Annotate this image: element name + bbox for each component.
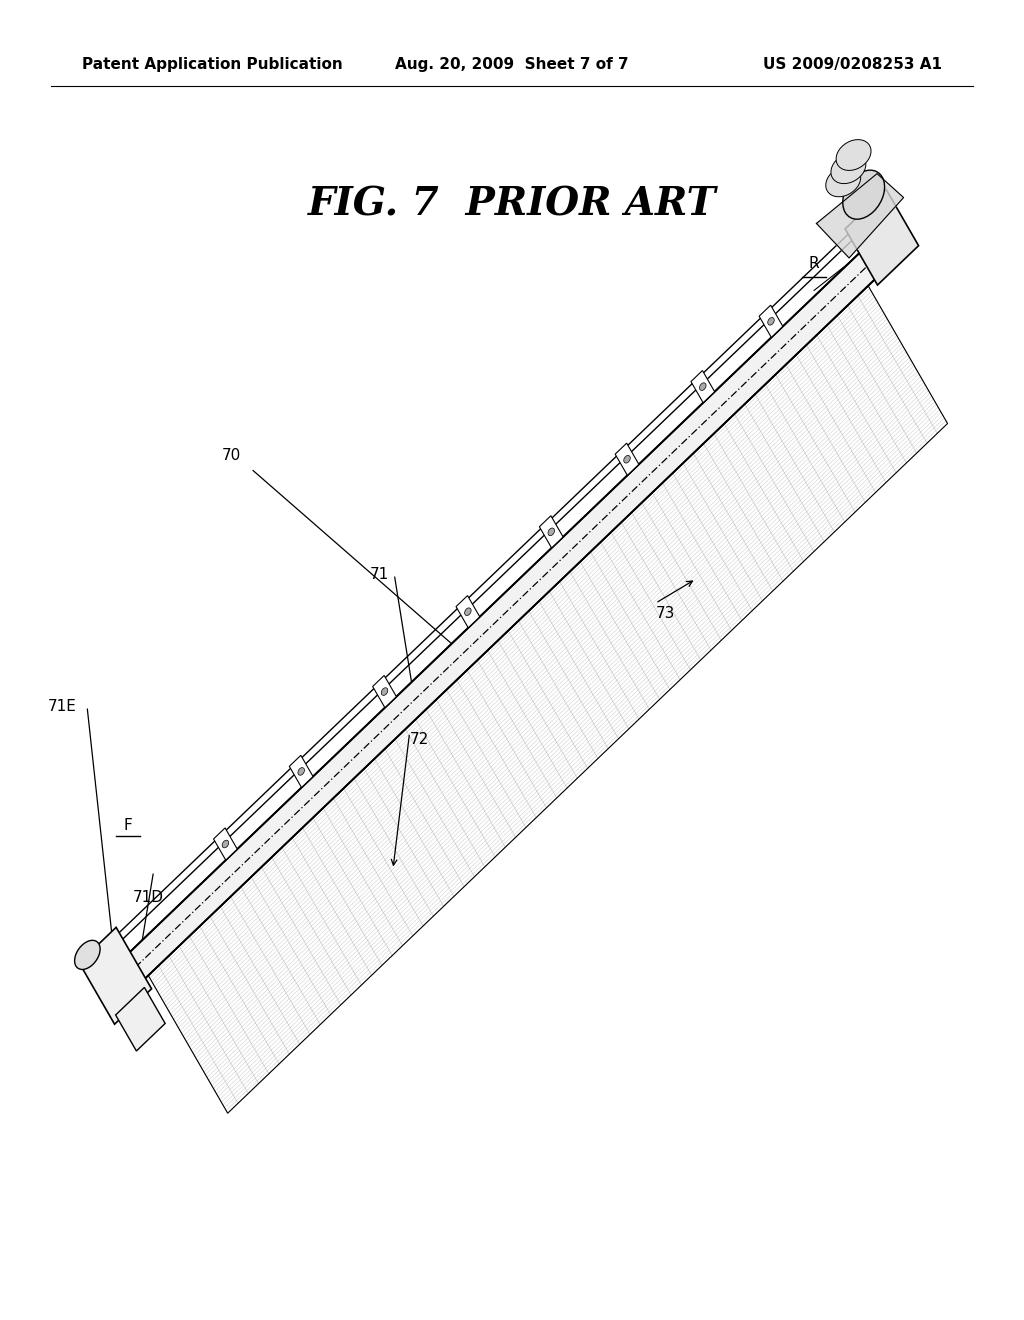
Polygon shape: [691, 371, 715, 403]
Text: FIG. 7  PRIOR ART: FIG. 7 PRIOR ART: [308, 186, 716, 223]
Polygon shape: [373, 676, 396, 708]
Ellipse shape: [843, 170, 885, 219]
Ellipse shape: [768, 318, 774, 325]
Polygon shape: [214, 828, 238, 861]
Polygon shape: [456, 595, 480, 628]
Text: F: F: [124, 817, 132, 833]
Polygon shape: [118, 238, 891, 990]
Ellipse shape: [381, 688, 388, 696]
Ellipse shape: [830, 153, 866, 183]
Text: 71: 71: [370, 566, 389, 582]
Polygon shape: [79, 928, 152, 1024]
Ellipse shape: [75, 940, 100, 969]
Ellipse shape: [699, 383, 707, 391]
Text: R: R: [809, 256, 819, 271]
Ellipse shape: [222, 841, 228, 847]
Polygon shape: [816, 174, 903, 257]
Text: 73: 73: [655, 606, 675, 622]
Text: 70: 70: [221, 447, 241, 463]
Text: Patent Application Publication: Patent Application Publication: [82, 57, 343, 73]
Text: 72: 72: [410, 731, 429, 747]
Ellipse shape: [298, 768, 304, 775]
Ellipse shape: [825, 166, 861, 197]
Polygon shape: [290, 755, 313, 788]
Polygon shape: [116, 987, 165, 1051]
Polygon shape: [845, 190, 919, 285]
Ellipse shape: [465, 609, 471, 615]
Text: 71D: 71D: [133, 890, 164, 906]
Polygon shape: [615, 444, 639, 475]
Text: 71E: 71E: [48, 698, 77, 714]
Ellipse shape: [548, 528, 555, 536]
Ellipse shape: [836, 140, 871, 170]
Ellipse shape: [624, 455, 631, 463]
Polygon shape: [540, 516, 563, 548]
Text: Aug. 20, 2009  Sheet 7 of 7: Aug. 20, 2009 Sheet 7 of 7: [395, 57, 629, 73]
Polygon shape: [759, 305, 783, 338]
Text: US 2009/0208253 A1: US 2009/0208253 A1: [763, 57, 942, 73]
